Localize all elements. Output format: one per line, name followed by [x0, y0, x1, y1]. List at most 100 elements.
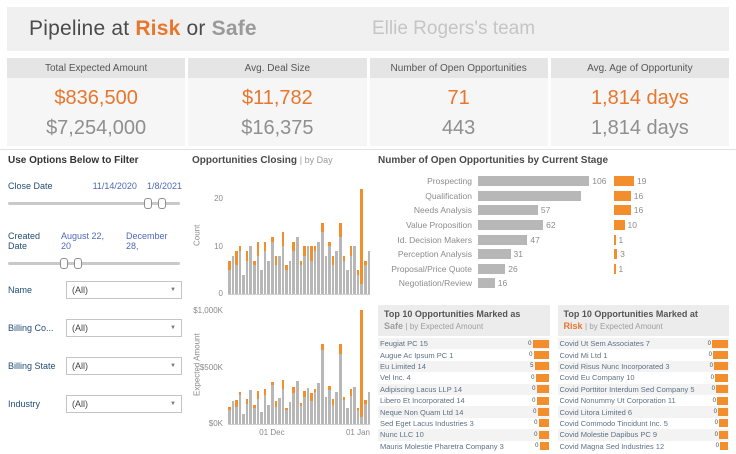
- daily-bar[interactable]: [274, 305, 278, 424]
- daily-bar[interactable]: [285, 175, 288, 294]
- daily-bar[interactable]: [231, 175, 235, 294]
- daily-bar[interactable]: [310, 175, 313, 294]
- daily-bar[interactable]: [367, 305, 371, 424]
- safe-bar[interactable]: [478, 263, 506, 274]
- daily-bar[interactable]: [346, 305, 349, 424]
- amount-bar[interactable]: [539, 442, 549, 451]
- list-item[interactable]: Feugiat PC 15 0: [378, 338, 550, 350]
- list-item[interactable]: Covid Magna Sed Industries 12 0: [558, 441, 730, 452]
- list-item[interactable]: Covid Commodo Tincidunt Inc. 5 0: [558, 418, 730, 429]
- daily-bar[interactable]: [349, 175, 353, 294]
- daily-bar[interactable]: [363, 305, 367, 424]
- daily-bar[interactable]: [256, 305, 260, 424]
- billing-state-filter-dropdown[interactable]: (All) ▼: [66, 357, 182, 375]
- list-item[interactable]: Sed Eget Lacus Industries 3 0: [378, 418, 550, 429]
- slider-track[interactable]: [8, 262, 180, 265]
- daily-bar[interactable]: [274, 175, 278, 294]
- amount-bar[interactable]: [535, 373, 549, 382]
- daily-bar[interactable]: [363, 175, 367, 294]
- daily-bar[interactable]: [295, 305, 299, 424]
- daily-bar[interactable]: [231, 305, 235, 424]
- amount-bar[interactable]: [719, 430, 728, 439]
- billing-country-filter-dropdown[interactable]: (All) ▼: [66, 319, 182, 337]
- daily-bar[interactable]: [303, 305, 306, 424]
- daily-bar[interactable]: [356, 305, 360, 424]
- daily-bar[interactable]: [313, 305, 317, 424]
- daily-bar[interactable]: [242, 175, 245, 294]
- daily-bar[interactable]: [288, 175, 292, 294]
- list-item[interactable]: Eu Limited 14 5: [378, 360, 550, 373]
- created-date-start-value[interactable]: August 22, 20: [61, 231, 105, 251]
- daily-bar[interactable]: [260, 305, 263, 424]
- list-item[interactable]: Mauris Molestie Pharetra Company 3 0: [378, 441, 550, 452]
- safe-bar[interactable]: [478, 190, 581, 201]
- daily-bar[interactable]: [338, 175, 342, 294]
- daily-bar[interactable]: [360, 305, 363, 424]
- safe-bar[interactable]: [478, 205, 538, 216]
- amount-bar[interactable]: [720, 442, 728, 451]
- daily-bar[interactable]: [253, 175, 256, 294]
- amount-bar[interactable]: [538, 419, 549, 428]
- slider-handle-left[interactable]: [60, 258, 69, 269]
- daily-bar[interactable]: [367, 175, 371, 294]
- daily-bar[interactable]: [228, 175, 231, 294]
- close-date-end-value[interactable]: 1/8/2021: [146, 181, 182, 191]
- amount-bar[interactable]: [533, 351, 549, 360]
- daily-bar[interactable]: [324, 175, 328, 294]
- daily-bar[interactable]: [310, 305, 313, 424]
- daily-bar[interactable]: [353, 305, 356, 424]
- list-item[interactable]: Neque Non Quam Ltd 14 0: [378, 406, 550, 418]
- daily-bar[interactable]: [303, 175, 306, 294]
- daily-bar[interactable]: [331, 175, 335, 294]
- amount-bar[interactable]: [538, 430, 549, 439]
- daily-bar[interactable]: [335, 305, 338, 424]
- list-item[interactable]: Vel Inc. 4 0: [378, 372, 550, 383]
- list-item[interactable]: Covid Ut Sem Associates 7 0: [557, 338, 729, 350]
- daily-bar[interactable]: [349, 305, 353, 424]
- risk-bar[interactable]: [614, 234, 616, 245]
- daily-bar[interactable]: [245, 305, 249, 424]
- daily-bar[interactable]: [242, 305, 245, 424]
- list-item[interactable]: Augue Ac Ipsum PC 1 0: [378, 349, 550, 360]
- list-item[interactable]: Covid Litora Limited 6 0: [557, 406, 729, 418]
- daily-bar[interactable]: [306, 305, 310, 424]
- daily-bar[interactable]: [263, 175, 267, 294]
- daily-bar[interactable]: [295, 175, 299, 294]
- daily-bar[interactable]: [278, 175, 281, 294]
- daily-bar[interactable]: [353, 175, 356, 294]
- industry-filter-dropdown[interactable]: (All) ▼: [66, 395, 182, 413]
- close-date-range-slider[interactable]: [8, 198, 182, 210]
- amount-bar[interactable]: [716, 385, 728, 394]
- amount-bar[interactable]: [537, 408, 549, 417]
- list-item[interactable]: Covid Nonummy Ut Corporation 11 0: [558, 395, 730, 406]
- daily-bar[interactable]: [281, 305, 285, 424]
- amount-bar[interactable]: [714, 362, 728, 371]
- daily-bar[interactable]: [263, 305, 267, 424]
- risk-bar[interactable]: [614, 263, 616, 274]
- daily-bar[interactable]: [299, 175, 303, 294]
- slider-handle-left[interactable]: [143, 198, 152, 209]
- safe-bar[interactable]: [478, 220, 544, 231]
- slider-handle-right[interactable]: [74, 258, 83, 269]
- list-item[interactable]: Covid Eu Company 10 0: [558, 372, 730, 383]
- daily-bar[interactable]: [270, 175, 274, 294]
- daily-bar[interactable]: [346, 175, 349, 294]
- amount-bar[interactable]: [534, 362, 549, 371]
- daily-bar[interactable]: [342, 305, 346, 424]
- daily-bar[interactable]: [321, 175, 324, 294]
- daily-bar[interactable]: [256, 175, 260, 294]
- amount-bar[interactable]: [715, 373, 728, 382]
- created-date-end-value[interactable]: December 28,: [126, 231, 168, 251]
- daily-bar[interactable]: [299, 305, 303, 424]
- daily-bar[interactable]: [285, 305, 288, 424]
- daily-bar[interactable]: [281, 175, 285, 294]
- daily-bar[interactable]: [245, 175, 249, 294]
- amount-bar[interactable]: [719, 419, 728, 428]
- list-item[interactable]: Adipiscing Lacus LLP 14 0: [378, 383, 550, 395]
- risk-bar[interactable]: [614, 220, 625, 231]
- risk-bar[interactable]: [614, 249, 618, 260]
- daily-bar[interactable]: [338, 305, 342, 424]
- close-date-start-value[interactable]: 11/14/2020: [92, 181, 137, 191]
- daily-bar[interactable]: [324, 305, 328, 424]
- risk-bar[interactable]: [614, 176, 634, 187]
